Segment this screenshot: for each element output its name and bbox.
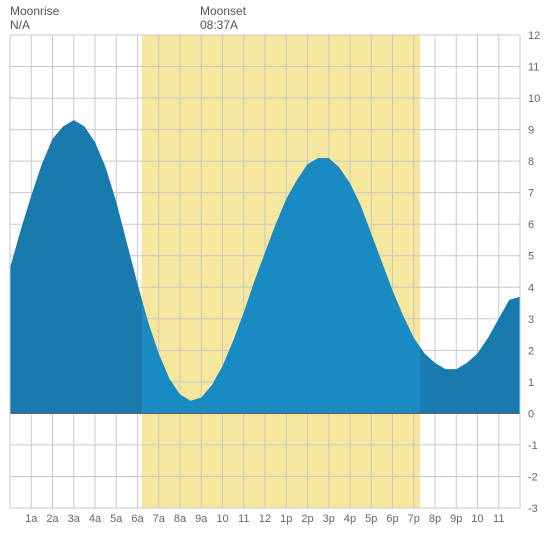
- x-tick-label: 6p: [386, 513, 398, 525]
- tide-chart: 1a2a3a4a5a6a7a8a9a1011121p2p3p4p5p6p7p8p…: [0, 0, 550, 550]
- x-tick-label: 7p: [408, 513, 420, 525]
- x-tick-label: 11: [493, 513, 504, 525]
- tide-chart-container: Moonrise N/A Moonset 08:37A 1a 2a 3a 4a 5a 6a…: [0, 0, 550, 550]
- y-tick-label: 12: [528, 30, 540, 42]
- moonrise-value: N/A: [10, 18, 59, 32]
- y-tick-label: 6: [528, 219, 534, 231]
- y-tick-label: 5: [528, 251, 534, 263]
- x-tick-label: 10: [471, 513, 483, 525]
- x-tick-label: 11: [238, 513, 249, 525]
- x-tick-label: 7a: [153, 513, 166, 525]
- x-tick-label: 5a: [110, 513, 123, 525]
- y-tick-label: 9: [528, 125, 534, 137]
- x-tick-label: 4p: [344, 513, 356, 525]
- x-tick-label: 6a: [131, 513, 144, 525]
- moonrise-label: Moonrise N/A: [10, 4, 59, 32]
- x-tick-label: 10: [216, 513, 228, 525]
- x-tick-label: 2a: [46, 513, 59, 525]
- x-tick-label: 1p: [280, 513, 292, 525]
- x-tick-label: 3p: [323, 513, 335, 525]
- moonset-value: 08:37A: [200, 18, 246, 32]
- moonrise-title: Moonrise: [10, 4, 59, 18]
- x-tick-label: 8a: [174, 513, 187, 525]
- x-tick-label: 8p: [429, 513, 441, 525]
- x-tick-label: 9a: [195, 513, 208, 525]
- y-tick-label: -2: [528, 471, 538, 483]
- moonset-title: Moonset: [200, 4, 246, 18]
- x-tick-label: 4a: [89, 513, 102, 525]
- x-tick-label: 12: [259, 513, 271, 525]
- moonset-label: Moonset 08:37A: [200, 4, 246, 32]
- y-tick-label: 7: [528, 188, 534, 200]
- y-tick-label: 8: [528, 156, 534, 168]
- x-tick-label: 2p: [301, 513, 313, 525]
- x-tick-label: 1a: [25, 513, 38, 525]
- y-tick-label: 11: [528, 62, 539, 74]
- y-tick-label: 0: [528, 408, 534, 420]
- y-tick-label: -3: [528, 503, 538, 515]
- y-tick-label: 1: [528, 377, 534, 389]
- y-tick-label: 3: [528, 314, 534, 326]
- x-tick-label: 3a: [68, 513, 81, 525]
- y-tick-label: 10: [528, 93, 540, 105]
- x-tick-label: 5p: [365, 513, 377, 525]
- y-tick-label: 4: [528, 282, 534, 294]
- y-tick-label: -1: [528, 440, 538, 452]
- x-tick-label: 9p: [450, 513, 462, 525]
- y-tick-label: 2: [528, 345, 534, 357]
